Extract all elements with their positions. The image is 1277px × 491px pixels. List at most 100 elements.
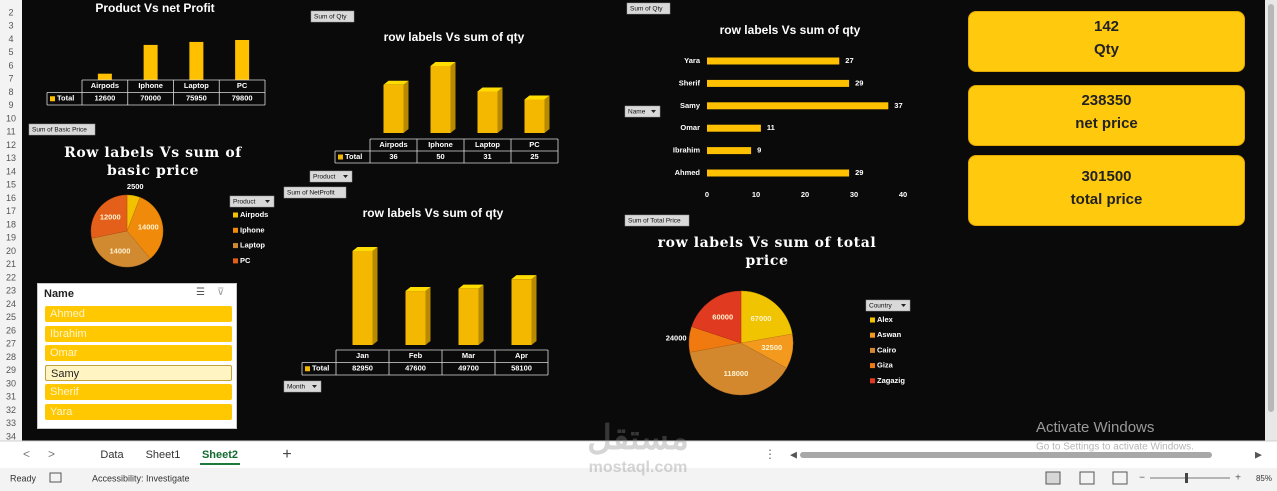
pivot-button[interactable] [229,195,275,208]
pivot-button-label[interactable]: Product [313,174,336,181]
pivot-button[interactable] [624,105,661,118]
legend-key [50,96,55,102]
legend-label: Giza [877,361,894,370]
legend-key [233,212,238,218]
pivot-button-label[interactable]: Name [628,109,646,116]
bar [707,102,889,110]
dropdown-arrow[interactable] [901,304,906,307]
dropdown-arrow[interactable] [265,200,270,203]
x-tick-label: 30 [850,190,858,199]
pivot-button[interactable] [624,214,690,227]
page-break-view[interactable] [1112,471,1128,485]
h-scroll-right[interactable]: ▶ [1255,449,1262,459]
pivot-button[interactable] [283,186,347,199]
multi-select-button[interactable]: ☰ [196,287,205,298]
tab-prev[interactable]: < [23,447,30,461]
sheet-tab[interactable]: Sheet1 [146,449,181,461]
pivot-button[interactable] [865,299,911,312]
zoom-level[interactable]: 85% [1256,474,1272,483]
bar [97,73,112,80]
pivot-button-label[interactable]: Product [233,199,256,206]
slicer-item[interactable]: Omar [45,345,232,361]
row-number: 22 [6,272,16,282]
tab-menu[interactable]: ⋮ [764,447,776,461]
dropdown-arrow[interactable] [343,175,348,178]
table-value: 82950 [352,364,373,373]
bar [524,99,545,133]
bar-side [478,284,484,345]
kpi-card: 142 Qty [968,11,1245,72]
normal-view[interactable] [1045,471,1061,485]
pivot-button[interactable] [626,2,671,15]
bar [707,57,840,65]
zoom-out[interactable]: − [1139,473,1145,484]
sheet-tab[interactable]: Data [100,449,124,461]
x-tick-label: 40 [899,190,907,199]
slicer-item[interactable]: Yara [45,403,232,420]
data-label: 24000 [666,333,687,342]
legend-label: Laptop [240,241,265,250]
data-label: 60000 [712,313,733,322]
dropdown-arrow[interactable] [651,110,656,113]
x-tick-label: 20 [801,190,809,199]
dropdown-arrow[interactable] [312,385,317,388]
kpi-label: Qty [1093,41,1119,58]
pivot-button[interactable] [310,10,355,23]
pivot-button-label[interactable]: Sum of Qty [630,6,663,13]
table-value: 36 [389,152,397,161]
chart-title: row labels Vs sum of qty [720,23,861,37]
y-tick-label: Omar [680,123,700,132]
y-tick-label: Samy [680,101,701,110]
pivot-button-label[interactable]: Sum of Basic Price [32,127,87,134]
table-category: Feb [409,351,423,360]
chart-title: row labels Vs sum of total price [657,235,877,269]
row-number: 14 [6,166,16,176]
bar-top [511,275,537,280]
slicer-item[interactable]: Ibrahim [45,325,232,342]
tab-next[interactable]: > [48,447,55,461]
zoom-thumb[interactable] [1185,473,1188,483]
clear-filter-button[interactable]: ⊽ [217,287,225,298]
chart-title: row labels Vs sum of qty [384,30,525,44]
pivot-button-label[interactable]: Sum of Qty [314,14,347,21]
kpi-label: total price [1070,191,1143,208]
pivot-button-label[interactable]: Sum of NetProfit [287,190,335,197]
watermark-arabic: مستقل [587,419,689,457]
pivot-button[interactable] [309,170,353,183]
slicer-item[interactable]: Sherif [45,384,232,400]
pivot-button-label[interactable]: Sum of Total Price [628,218,681,225]
sheet-tab[interactable]: Sheet2 [202,449,238,461]
zoom-in[interactable]: + [1235,473,1241,484]
page-layout-view[interactable] [1079,471,1095,485]
legend-label: Zagazig [877,376,905,385]
bar-top [477,87,503,92]
legend-key [870,347,875,353]
row-number: 32 [6,405,16,415]
slicer-item[interactable]: Ahmed [45,306,232,322]
data-label: 2500 [127,182,144,191]
v-scroll-thumb[interactable] [1268,4,1274,412]
h-scroll-thumb[interactable] [800,452,1212,458]
bar [707,124,761,132]
table-value: 31 [483,152,491,161]
row-number: 26 [6,325,16,335]
bar [707,147,752,155]
row-header [0,0,22,441]
row-number: 34 [6,431,16,441]
pivot-button-label[interactable]: Month [287,384,305,391]
y-tick-label: Yara [684,56,701,65]
macro-icon[interactable] [49,472,62,483]
slicer-item[interactable]: Samy [45,364,232,381]
add-sheet[interactable]: + [282,446,291,463]
pie-slice [691,290,742,344]
pivot-button[interactable] [283,380,322,393]
bar-top [352,247,378,251]
pivot-button[interactable] [28,123,96,136]
pivot-button-label[interactable]: Country [869,303,893,310]
accessibility-status[interactable]: Accessibility: Investigate [92,473,190,483]
h-scroll-left[interactable]: ◀ [790,449,797,459]
active-tab-underline [200,463,240,465]
data-label: 27 [845,56,853,65]
activation-title: Activate Windows [1036,419,1154,436]
row-number: 10 [6,113,16,123]
